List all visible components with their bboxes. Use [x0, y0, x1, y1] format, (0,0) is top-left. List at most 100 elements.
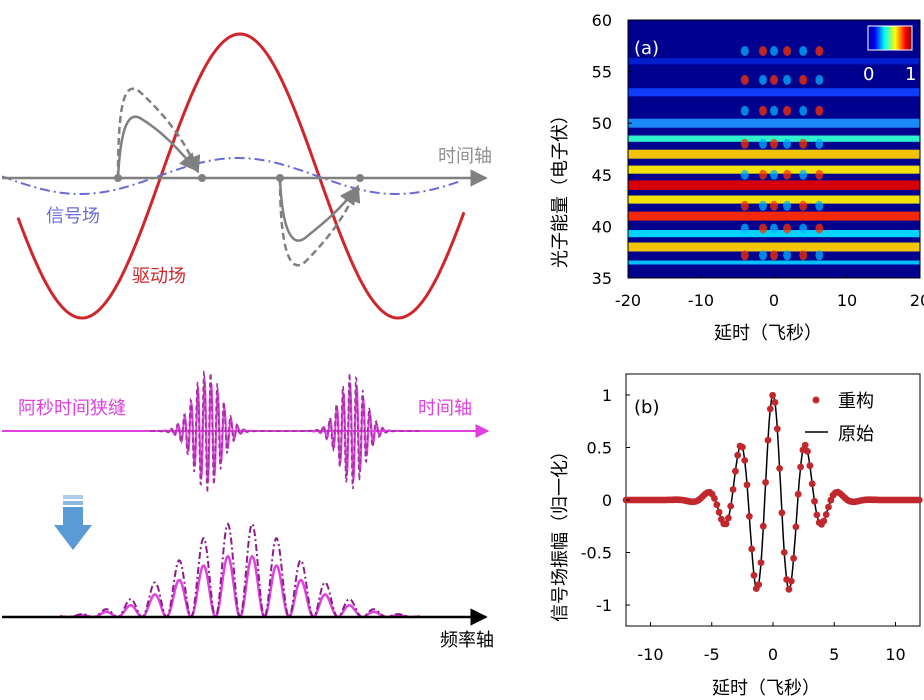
reconstructed-point [797, 463, 804, 471]
colorbar-max-label: 1 [905, 64, 916, 85]
trajectory-dashed-1 [116, 87, 201, 179]
spectrum-dashed [60, 522, 420, 619]
heatmap-modulation [740, 200, 749, 211]
y-tick-label-b: -1 [596, 596, 612, 615]
heatmap-modulation [783, 74, 792, 85]
heatmap-band [628, 88, 920, 97]
recombination-point-1 [198, 174, 206, 182]
heatmap-modulation [815, 105, 824, 116]
heatmap-modulation [783, 169, 792, 180]
chart-b: (b) 重构 原始 -10 -5 0 5 10 1 0.5 0 -0.5 -1 延时（飞秒） 信… [550, 373, 923, 699]
y-axis-label-b: 信号场振幅（归一化） [550, 442, 571, 622]
heatmap-band [628, 58, 920, 65]
heatmap-modulation [815, 169, 824, 180]
heatmap-modulation [783, 105, 792, 116]
legend-marker-reconstructed [812, 396, 820, 404]
x-tick-label-a: 20 [910, 291, 924, 310]
heatmap-modulation [799, 46, 808, 56]
heatmap-modulation [783, 138, 792, 149]
heatmap-modulation [770, 169, 778, 180]
gate-schematic: 阿秒时间狭缝 时间轴 频率轴 [2, 370, 494, 651]
reconstructed-point [820, 517, 828, 525]
heatmap-modulation [759, 250, 767, 261]
driving-field-label: 驱动场 [132, 266, 186, 287]
heatmap-modulation [799, 138, 808, 149]
heatmap-modulation [770, 223, 778, 234]
reconstructed-point [792, 523, 800, 531]
heatmap-modulation [799, 74, 808, 85]
heatmap-modulation [783, 223, 792, 234]
reconstructed-point [778, 509, 786, 517]
reconstructed-point [759, 522, 767, 530]
driving-field-curve [16, 32, 466, 320]
colorbar [867, 25, 913, 51]
heatmap-modulation [783, 250, 792, 261]
heatmap-modulation [770, 105, 778, 116]
heatmap-modulation [759, 46, 767, 56]
x-tick-label-b: -10 [637, 645, 663, 664]
heatmap-modulation [815, 223, 824, 234]
heatmap-modulation [815, 46, 824, 56]
reconstructed-point [750, 571, 758, 579]
heatmap-band [628, 195, 920, 204]
heatmap-modulation [740, 223, 749, 234]
x-tick-label-a: -10 [688, 291, 714, 310]
x-axis-label-a: 延时（飞秒） [714, 323, 822, 344]
reconstructed-point [713, 501, 721, 509]
heatmap-modulation [799, 200, 808, 211]
y-tick-label-a: 60 [592, 11, 612, 30]
heatmap-modulation [799, 223, 808, 234]
heatmap-modulation [740, 105, 749, 116]
recombination-point-2 [356, 174, 364, 182]
trajectory-dashed-2 [278, 177, 361, 267]
reconstructed-point [764, 436, 772, 444]
reconstructed-point [790, 554, 797, 562]
heatmap-modulation [740, 250, 749, 261]
x-tick-label-b: 0 [768, 645, 778, 664]
x-tick-label-b: 10 [885, 645, 905, 664]
reconstructed-point [732, 467, 739, 475]
time-axis-label-2: 时间轴 [418, 398, 472, 419]
reconstructed-point [813, 511, 821, 519]
heatmap-modulation [770, 46, 778, 56]
heatmap-modulation [770, 138, 778, 149]
heatmap-modulation [759, 223, 767, 234]
reconstructed-point [801, 441, 809, 449]
heatmap-modulation [759, 169, 767, 180]
reconstructed-point [811, 497, 818, 505]
reconstructed-point [722, 520, 730, 528]
y-tick-label-a: 40 [592, 217, 612, 236]
reconstructed-point [780, 549, 788, 556]
reconstructed-point [785, 585, 793, 593]
heatmap-modulation [815, 138, 824, 149]
x-axis-label-b: 延时（飞秒） [712, 678, 820, 699]
reconstructed-point [725, 514, 732, 522]
down-arrow-icon [54, 495, 92, 550]
signal-field-label: 信号场 [46, 206, 100, 227]
heatmap-modulation [740, 169, 749, 180]
reconstructed-point [746, 513, 753, 520]
heatmap-modulation [770, 250, 778, 261]
frequency-axis-label: 频率轴 [440, 630, 494, 651]
heatmap-modulation [783, 46, 792, 56]
panel-label-a: (a) [634, 38, 659, 59]
heatmap-modulation [783, 200, 792, 211]
ionization-point-2 [276, 174, 284, 182]
panel-label-b: (b) [634, 397, 659, 418]
heatmap-modulation [740, 138, 749, 149]
reconstructed-point [808, 480, 816, 488]
attosecond-pulse-train-dashed [150, 370, 420, 493]
heatmap-modulation [815, 200, 824, 211]
x-tick-label-a: 10 [837, 291, 857, 310]
reconstructed-point [762, 479, 769, 486]
legend-label-reconstructed: 重构 [838, 391, 874, 412]
heatmap-modulation [815, 250, 824, 261]
y-axis-label-a: 光子能量（电子伏） [550, 106, 571, 268]
heatmap-band [628, 260, 920, 265]
reconstructed-point [787, 577, 795, 585]
y-tick-label-a: 45 [592, 166, 612, 185]
heatmap-modulation [799, 169, 808, 180]
reconstructed-point [773, 425, 781, 433]
